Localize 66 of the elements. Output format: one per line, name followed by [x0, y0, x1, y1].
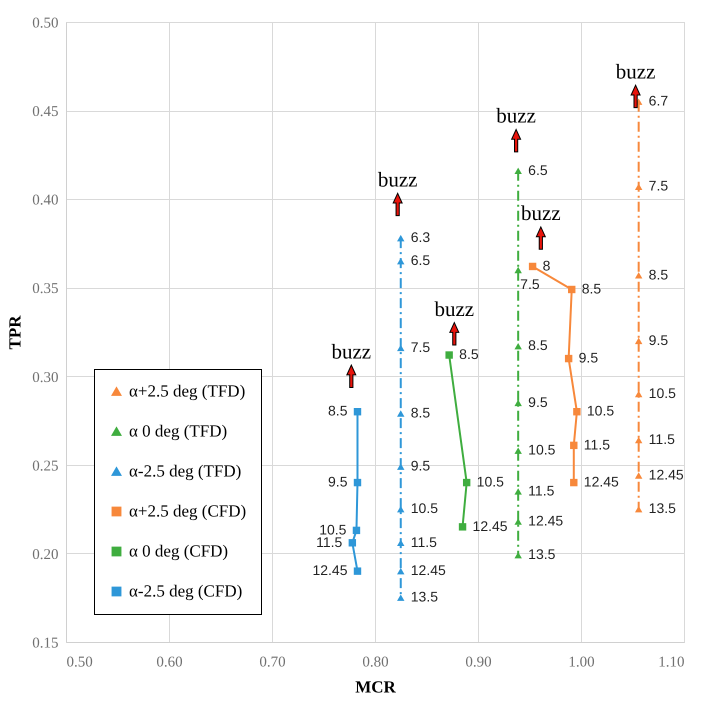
annotation: 9.5 — [328, 474, 348, 490]
y-tick-label: 0.35 — [32, 281, 58, 298]
annotation: 8.5 — [328, 402, 348, 419]
y-tick-label: 0.50 — [32, 16, 58, 32]
annotation: 9.5 — [648, 332, 668, 348]
legend-label: α+2.5 deg (CFD) — [129, 502, 246, 520]
annotation: 12.45 — [648, 466, 684, 482]
x-tick-label: 0.90 — [465, 654, 492, 670]
annotation: 12.45 — [584, 474, 620, 490]
annotation: 12.45 — [528, 512, 564, 529]
annotation: 8.5 — [459, 346, 479, 362]
annotation: 10.5 — [648, 385, 676, 401]
legend-label: α-2.5 deg (CFD) — [129, 582, 242, 600]
annotation: 11.5 — [648, 431, 676, 448]
annotation: 8 — [542, 257, 551, 274]
x-tick-label: 0.60 — [156, 654, 183, 670]
annotation: buzz — [616, 59, 656, 84]
annotation: 10.5 — [586, 402, 614, 419]
annotation: 6.5 — [410, 252, 430, 268]
legend-label: α 0 deg (TFD) — [129, 422, 228, 440]
x-tick-label: 0.70 — [259, 654, 286, 670]
y-tick-label: 0.25 — [32, 458, 58, 474]
annotation: buzz — [378, 167, 418, 192]
y-tick-label: 0.40 — [32, 192, 58, 209]
legend-label: α-2.5 deg (TFD) — [129, 462, 242, 480]
y-tick-label: 0.20 — [32, 546, 58, 563]
annotation: 8.5 — [528, 337, 548, 354]
annotation: 11.5 — [410, 534, 438, 550]
annotation: 8.5 — [648, 266, 668, 282]
annotation: buzz — [521, 201, 561, 226]
y-axis-title: TPR — [5, 314, 24, 350]
annotation: 9.5 — [410, 458, 430, 474]
annotation: 12.45 — [472, 518, 508, 534]
legend-label: α 0 deg (CFD) — [129, 542, 228, 560]
legend-label: α+2.5 deg (TFD) — [129, 382, 246, 400]
x-tick-label: 1.00 — [568, 654, 595, 670]
y-tick-label: 0.45 — [32, 104, 58, 120]
annotation: buzz — [331, 339, 372, 364]
annotation: 11.5 — [584, 436, 610, 452]
annotation: 13.5 — [648, 500, 676, 516]
annotation: 8.5 — [410, 404, 430, 420]
annotation: 13.5 — [410, 588, 438, 605]
x-tick-label: 0.50 — [66, 654, 93, 670]
annotation: 8.5 — [582, 280, 602, 296]
annotation: 6.5 — [528, 162, 548, 178]
annotation: 13.5 — [528, 546, 556, 562]
y-tick-label: 0.30 — [32, 370, 58, 386]
annotation: 12.45 — [312, 562, 348, 578]
y-tick-label: 0.15 — [32, 636, 58, 652]
annotation: 11.5 — [528, 482, 555, 498]
annotation: 9.5 — [528, 394, 548, 410]
x-tick-label: 0.80 — [362, 654, 389, 670]
annotation: 9.5 — [578, 350, 598, 366]
annotation: buzz — [496, 104, 536, 128]
annotation: 12.45 — [410, 562, 446, 578]
annotation: 10.5 — [528, 442, 556, 458]
annotation: 7.5 — [410, 338, 430, 355]
annotation: buzz — [434, 296, 474, 321]
annotation: 6.7 — [648, 92, 668, 109]
annotation: 10.5 — [476, 474, 504, 490]
x-tick-label: 1.10 — [658, 654, 684, 670]
x-axis-title: MCR — [355, 678, 397, 696]
annotation: 7.5 — [648, 178, 668, 194]
annotation: 7.5 — [520, 276, 540, 292]
annotation: 6.3 — [410, 229, 430, 246]
annotation: 10.5 — [410, 500, 438, 516]
